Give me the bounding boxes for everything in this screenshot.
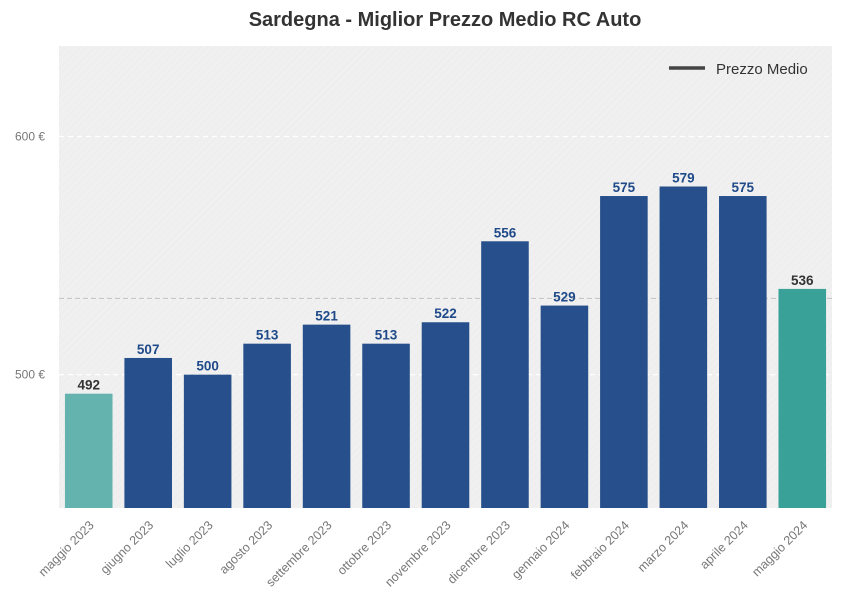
bar: [243, 343, 291, 508]
bars: [64, 186, 827, 508]
bar: [778, 288, 827, 508]
bar: [659, 186, 708, 508]
y-axis: 500 € 600 €: [15, 129, 45, 381]
bar: [600, 196, 648, 508]
bar-value-label: 522: [434, 306, 457, 321]
data-labels: 492 507 500 513 521 513 522 556 529 575 579 575 536: [77, 171, 814, 393]
x-tick-label: dicembre 2023: [445, 518, 513, 586]
bar-value-label: 575: [613, 180, 636, 195]
bar-value-label: 529: [553, 290, 576, 305]
x-tick-label: ottobre 2023: [335, 518, 395, 578]
y-tick-label: 600 €: [15, 129, 45, 143]
legend: Prezzo Medio: [669, 61, 808, 78]
bar-value-label: 575: [732, 180, 755, 195]
x-tick-label: maggio 2024: [749, 518, 810, 579]
bar-value-label: 513: [256, 328, 279, 343]
x-tick-label: gennaio 2024: [509, 518, 573, 582]
bar-value-label: 500: [196, 359, 219, 374]
bar-value-label: 521: [315, 309, 338, 324]
bar: [183, 374, 232, 508]
legend-label: Prezzo Medio: [716, 61, 808, 78]
bar-value-label: 536: [791, 273, 814, 288]
x-tick-label: maggio 2023: [36, 518, 97, 579]
bar: [124, 357, 172, 508]
x-tick-label: aprile 2024: [697, 518, 751, 572]
bar-value-label: 492: [77, 378, 100, 393]
bar-value-label: 507: [137, 342, 160, 357]
bar: [540, 305, 589, 508]
bar-value-label: 579: [672, 171, 695, 186]
x-tick-label: febbraio 2024: [568, 518, 632, 582]
x-tick-label: marzo 2024: [635, 518, 692, 575]
bar-value-label: 513: [375, 328, 398, 343]
x-tick-label: agosto 2023: [217, 518, 276, 577]
x-axis: maggio 2023 giugno 2023 luglio 2023 agosto …: [36, 518, 811, 589]
y-tick-label: 500 €: [15, 368, 45, 382]
bar: [481, 241, 529, 508]
x-tick-label: giugno 2023: [98, 518, 157, 577]
bar: [64, 393, 113, 508]
chart-title: Sardegna - Miglior Prezzo Medio RC Auto: [249, 9, 642, 31]
bar: [719, 196, 767, 508]
bar-value-label: 556: [494, 225, 517, 240]
bar: [362, 343, 410, 508]
x-tick-label: luglio 2023: [163, 518, 216, 571]
bar: [302, 324, 351, 508]
bar: [421, 322, 470, 508]
